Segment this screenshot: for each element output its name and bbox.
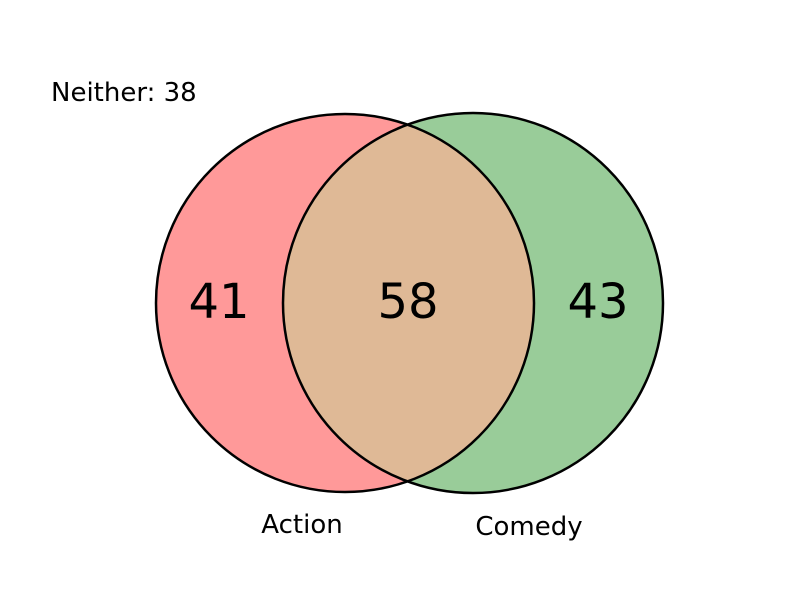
action-only-count: 41	[188, 274, 249, 330]
intersection-region	[283, 114, 534, 492]
comedy-circle-outline	[281, 111, 665, 495]
comedy-only-count: 43	[567, 274, 628, 330]
neither-label: Neither: 38	[51, 78, 197, 108]
action-set-label: Action	[261, 510, 342, 540]
action-circle-outline	[154, 112, 536, 494]
intersection-count: 58	[377, 274, 438, 330]
comedy-set-label: Comedy	[475, 512, 582, 542]
